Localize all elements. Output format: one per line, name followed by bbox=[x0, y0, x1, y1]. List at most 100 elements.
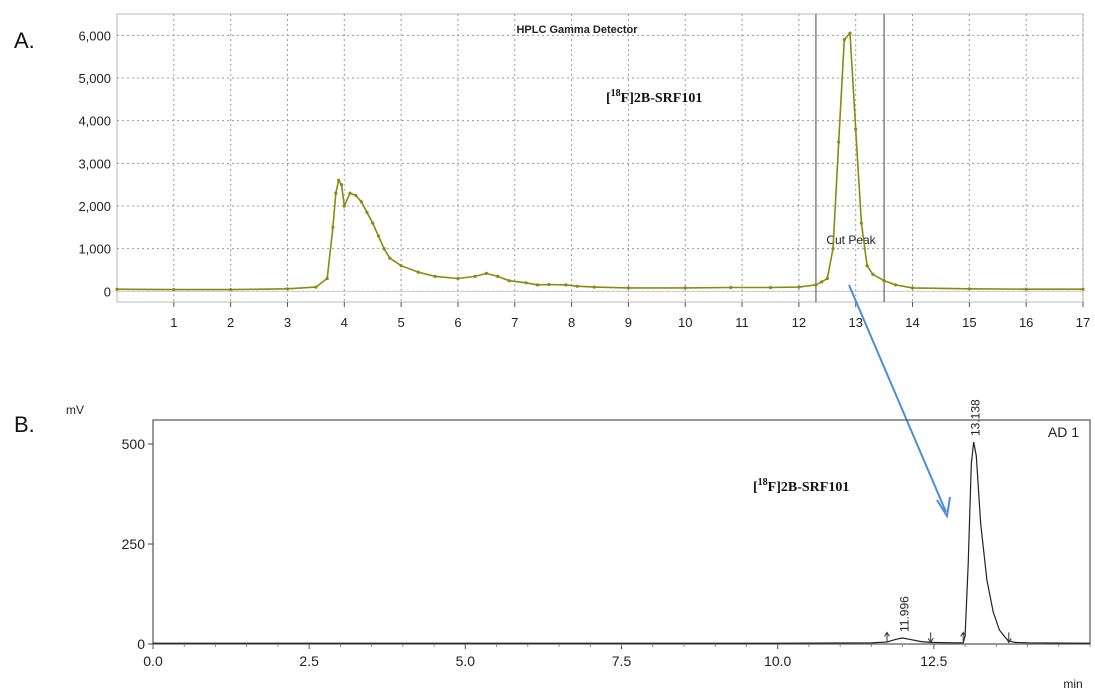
plot-frame-a bbox=[116, 13, 1084, 303]
data-point-a bbox=[564, 283, 568, 287]
data-point-a bbox=[371, 221, 375, 225]
x-tick-label: 9 bbox=[625, 315, 632, 330]
x-tick-label: 17 bbox=[1076, 315, 1090, 330]
x-tick-label-b: 12.5 bbox=[920, 653, 947, 669]
x-tick-label: 15 bbox=[962, 315, 976, 330]
y-tick-label: 2,000 bbox=[78, 199, 111, 214]
x-tick-label: 14 bbox=[905, 315, 919, 330]
x-tick-label: 10 bbox=[678, 315, 692, 330]
y-tick-label: 5,000 bbox=[78, 71, 111, 86]
x-tick-label-b: 0.0 bbox=[143, 653, 163, 669]
peak-start-arrow bbox=[884, 631, 890, 637]
data-point-a bbox=[797, 285, 801, 289]
channel-label: AD 1 bbox=[1048, 424, 1079, 440]
chart-b: mV min 0.0 2.5 5.0 7.5 10.0 12.5 0 250 500 AD 1 [18F… bbox=[66, 399, 1091, 691]
x-tick-label: 6 bbox=[454, 315, 461, 330]
peak-start-arrow bbox=[960, 631, 967, 637]
data-point-a bbox=[484, 271, 488, 275]
data-point-a bbox=[354, 193, 358, 197]
data-point-a bbox=[348, 191, 352, 195]
data-point-a bbox=[837, 140, 841, 144]
peak-end-arrow bbox=[927, 638, 934, 644]
data-point-a bbox=[285, 287, 290, 291]
data-point-a bbox=[325, 276, 329, 281]
y-tick-label-b: 0 bbox=[137, 636, 145, 652]
data-point-a bbox=[365, 210, 369, 214]
x-tick-label: 2 bbox=[227, 315, 234, 330]
compound-label-b: [18F]2B-SRF101 bbox=[753, 477, 849, 495]
data-point-a bbox=[399, 264, 403, 268]
panel-label-b: B. bbox=[14, 412, 35, 437]
data-point-a bbox=[592, 285, 596, 289]
x-tick-label: 12 bbox=[792, 315, 806, 330]
data-point-a bbox=[524, 281, 528, 285]
y-tick-label: 3,000 bbox=[78, 156, 111, 171]
data-point-a bbox=[388, 256, 392, 260]
data-point-a bbox=[848, 31, 852, 35]
data-point-a bbox=[825, 276, 829, 281]
x-tick-label-b: 5.0 bbox=[456, 653, 476, 669]
x-tick-label: 3 bbox=[284, 315, 291, 330]
panel-label-a: A. bbox=[14, 28, 35, 53]
data-point-a bbox=[893, 283, 898, 287]
data-point-a bbox=[376, 234, 380, 238]
data-point-a bbox=[339, 183, 344, 187]
y-tick-label: 1,000 bbox=[78, 242, 111, 257]
x-tick-label: 4 bbox=[341, 315, 348, 330]
data-point-a bbox=[865, 264, 869, 268]
trace-a bbox=[116, 31, 1083, 291]
y-tick-label: 6,000 bbox=[78, 28, 111, 43]
data-point-a bbox=[842, 38, 846, 42]
x-tick-label-b: 2.5 bbox=[299, 653, 319, 669]
data-point-a bbox=[382, 247, 386, 251]
data-point-a bbox=[507, 279, 511, 283]
data-point-a bbox=[967, 287, 972, 291]
data-point-a bbox=[820, 280, 824, 284]
data-point-a bbox=[831, 247, 835, 251]
compound-label-a: [18F]2B-SRF101 bbox=[606, 88, 702, 106]
data-point-a bbox=[1024, 287, 1028, 291]
peak-label: 11.996 bbox=[897, 596, 911, 632]
chart-title-a: HPLC Gamma Detector bbox=[516, 24, 638, 36]
y-tick-label-b: 250 bbox=[122, 536, 146, 552]
data-point-a bbox=[172, 288, 176, 292]
y-tick-label-b: 500 bbox=[122, 436, 146, 452]
data-point-a bbox=[337, 178, 341, 182]
x-tick-label: 5 bbox=[398, 315, 405, 330]
peak-label: 13.138 bbox=[969, 399, 983, 436]
data-point-a bbox=[359, 200, 363, 204]
chart-a: 1 2 3 4 5 6 7 8 9 10 11 12 13 14 15 16 1701,0002,0003,00… bbox=[78, 13, 1090, 330]
data-point-a bbox=[859, 221, 864, 225]
data-point-a bbox=[334, 191, 338, 195]
plot-frame-b bbox=[152, 419, 1091, 645]
data-point-a bbox=[854, 127, 858, 131]
x-axis-label-b: min bbox=[1063, 677, 1082, 691]
data-point-a bbox=[314, 285, 318, 289]
data-point-a bbox=[496, 274, 500, 278]
x-tick-label: 13 bbox=[848, 315, 862, 330]
x-tick-label-b: 7.5 bbox=[612, 653, 632, 669]
connector-arrow bbox=[848, 284, 951, 519]
data-point-a bbox=[871, 272, 875, 276]
x-tick-label: 16 bbox=[1019, 315, 1033, 330]
y-tick-label: 4,000 bbox=[78, 114, 111, 129]
data-point-a bbox=[575, 284, 579, 288]
data-point-a bbox=[473, 274, 477, 278]
data-point-a bbox=[768, 285, 773, 290]
data-point-a bbox=[547, 282, 551, 287]
y-tick-label: 0 bbox=[104, 284, 111, 299]
x-tick-label-b: 10.0 bbox=[764, 653, 791, 669]
data-point-a bbox=[115, 287, 119, 291]
peak-end-arrow bbox=[1005, 638, 1012, 644]
data-point-a bbox=[416, 270, 420, 274]
data-point-a bbox=[342, 204, 346, 208]
x-tick-label: 8 bbox=[568, 315, 575, 330]
data-point-a bbox=[433, 274, 437, 278]
x-tick-label: 1 bbox=[170, 315, 177, 330]
x-tick-label: 7 bbox=[511, 315, 518, 330]
data-point-a bbox=[1081, 287, 1085, 291]
data-point-a bbox=[729, 285, 733, 290]
data-point-a bbox=[882, 279, 886, 283]
x-tick-label: 11 bbox=[735, 315, 749, 330]
